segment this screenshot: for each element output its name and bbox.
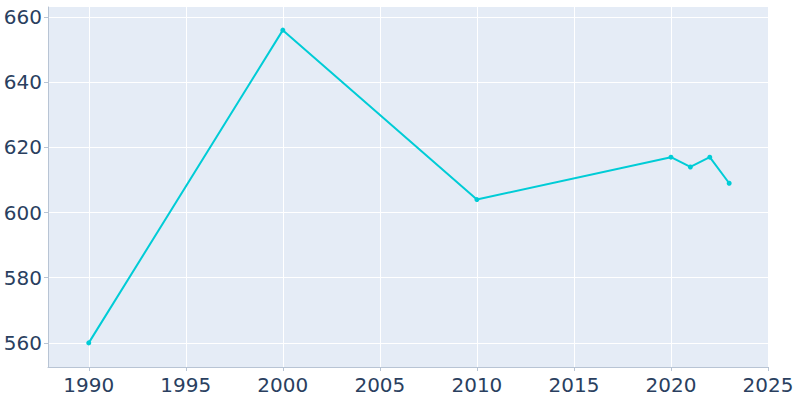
svg-text:600: 600: [4, 201, 42, 225]
svg-text:580: 580: [4, 266, 42, 290]
svg-text:560: 560: [4, 331, 42, 355]
svg-text:2015: 2015: [548, 373, 599, 397]
svg-text:2005: 2005: [354, 373, 405, 397]
svg-text:1990: 1990: [63, 373, 114, 397]
svg-text:2025: 2025: [743, 373, 794, 397]
svg-text:660: 660: [4, 5, 42, 29]
svg-text:2000: 2000: [257, 373, 308, 397]
svg-text:2020: 2020: [646, 373, 697, 397]
svg-text:640: 640: [4, 70, 42, 94]
svg-text:1995: 1995: [160, 373, 211, 397]
svg-text:620: 620: [4, 135, 42, 159]
svg-text:2010: 2010: [451, 373, 502, 397]
